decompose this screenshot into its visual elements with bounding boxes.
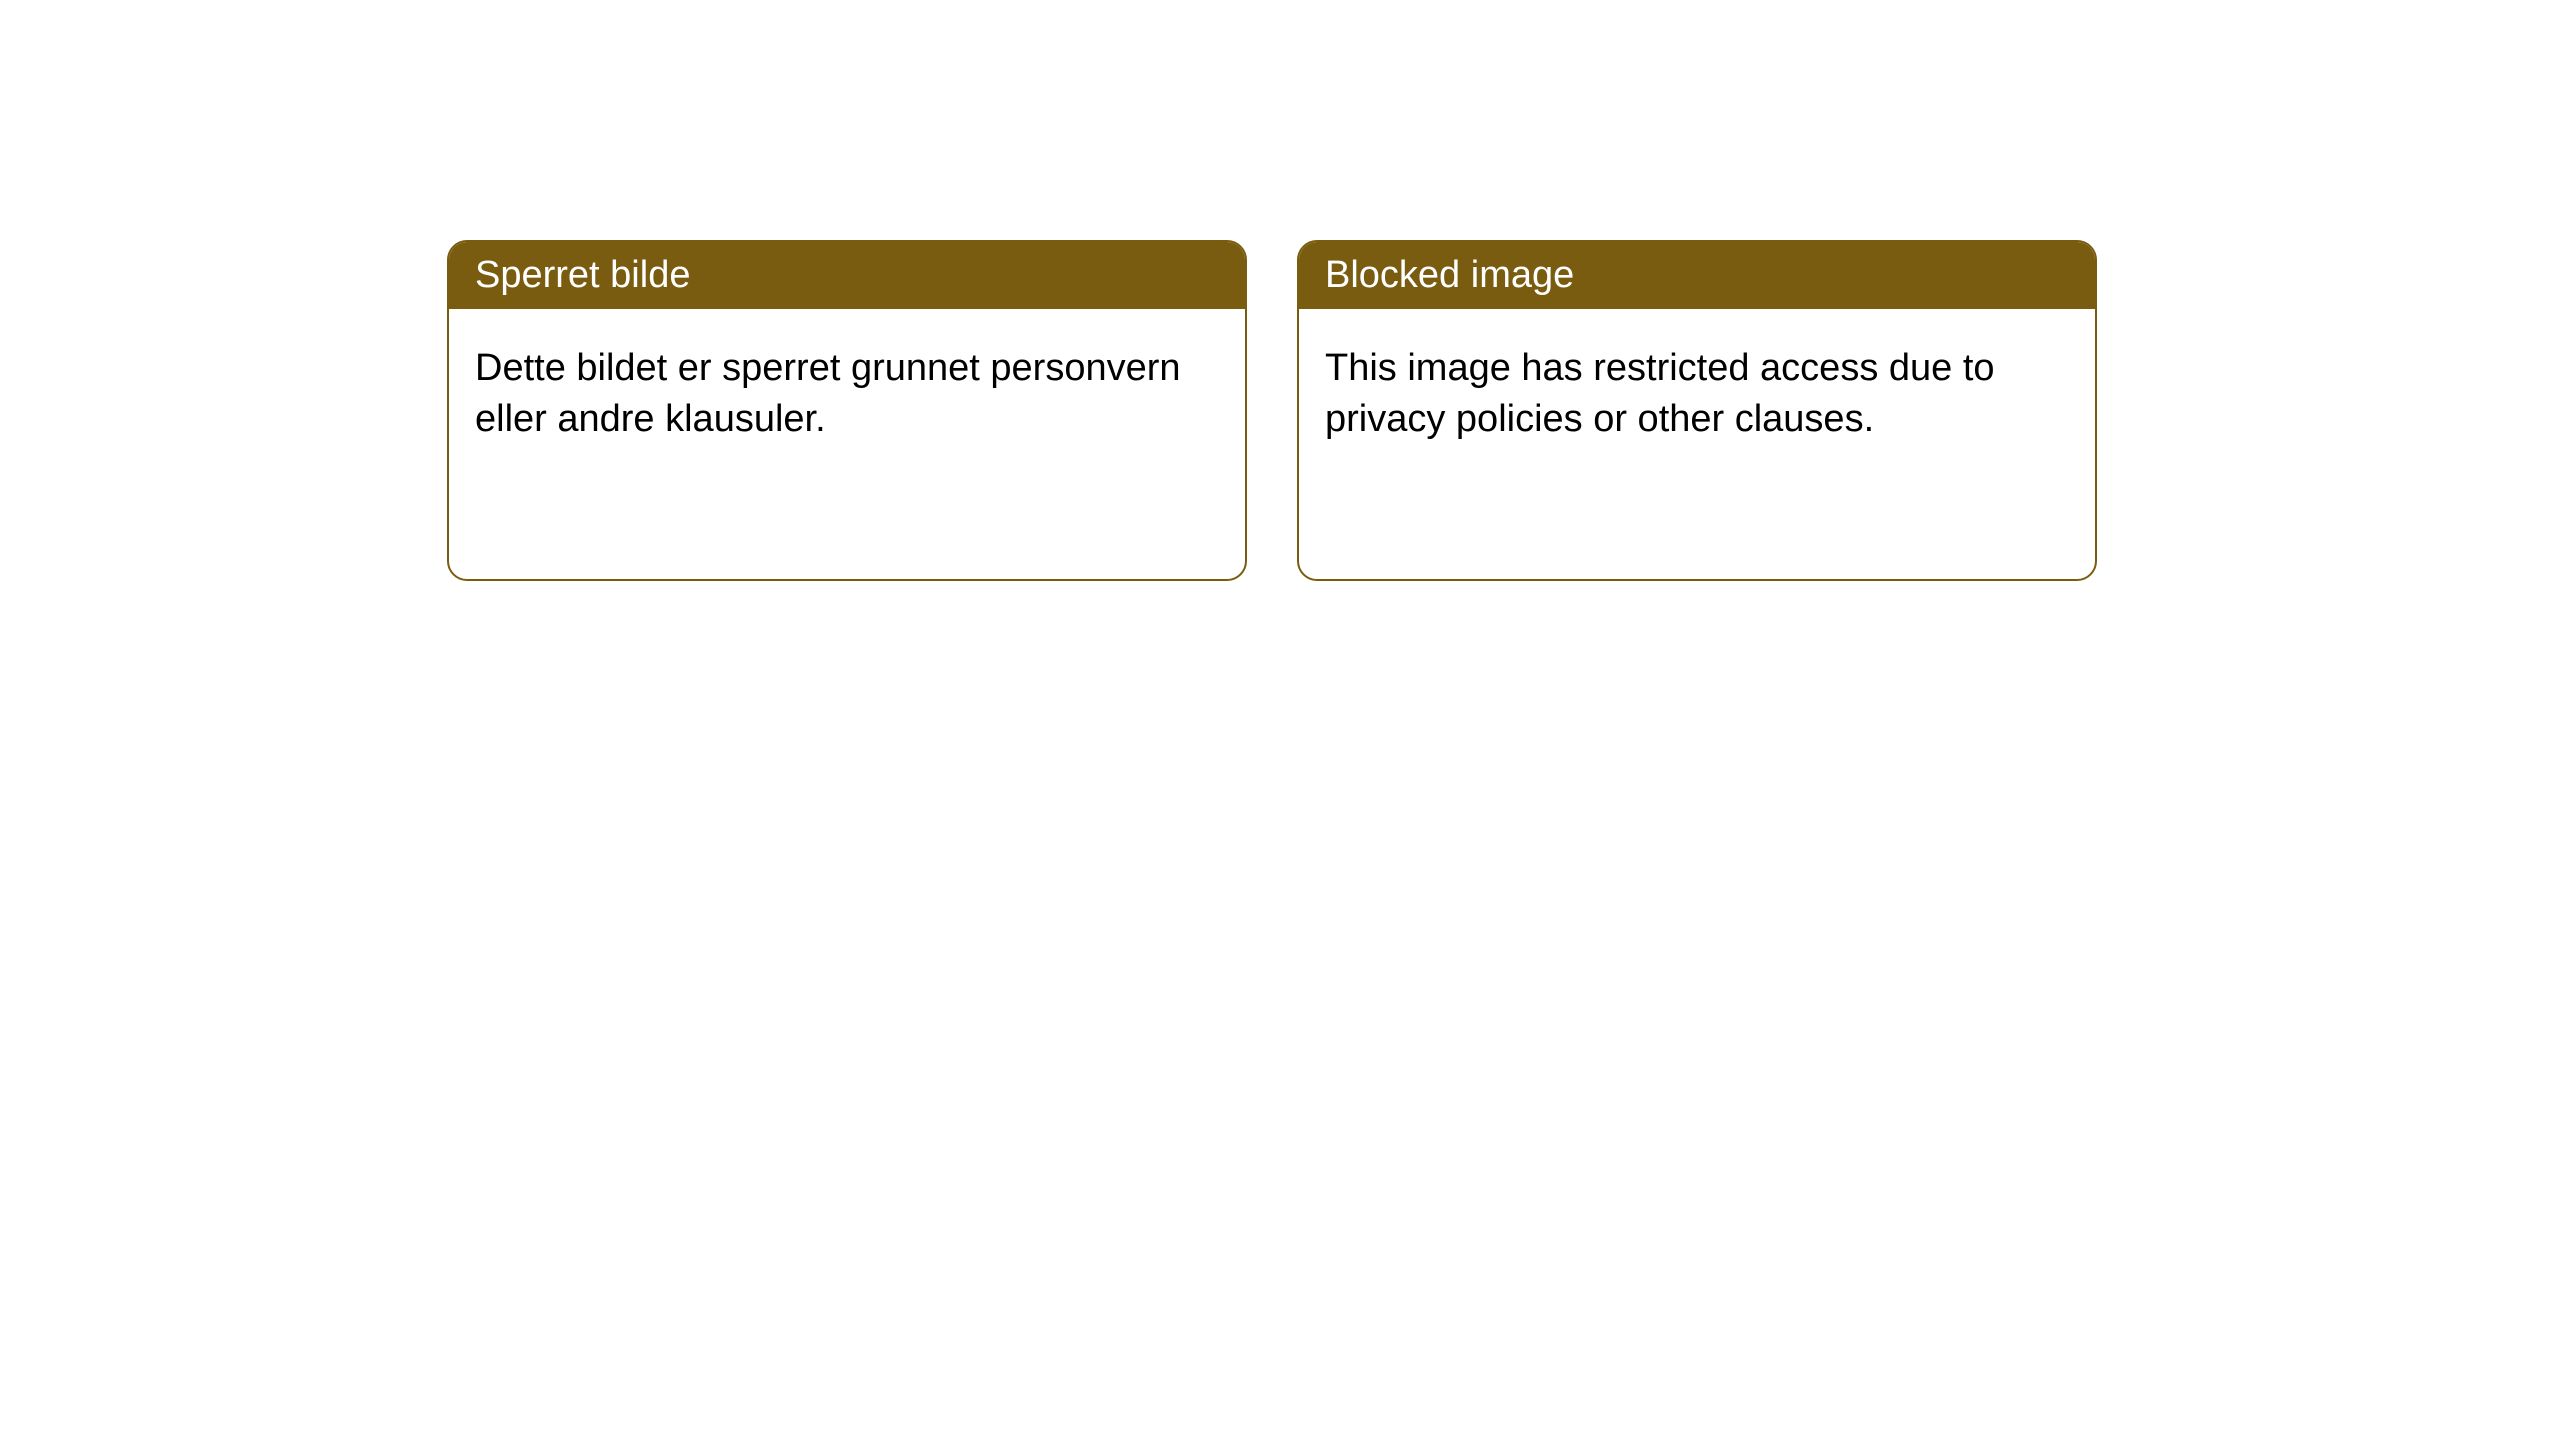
- notice-title: Sperret bilde: [449, 242, 1245, 309]
- notice-container: Sperret bilde Dette bildet er sperret gr…: [0, 0, 2560, 581]
- notice-title: Blocked image: [1299, 242, 2095, 309]
- notice-body: Dette bildet er sperret grunnet personve…: [449, 309, 1245, 579]
- notice-card-english: Blocked image This image has restricted …: [1297, 240, 2097, 581]
- notice-body: This image has restricted access due to …: [1299, 309, 2095, 579]
- notice-card-norwegian: Sperret bilde Dette bildet er sperret gr…: [447, 240, 1247, 581]
